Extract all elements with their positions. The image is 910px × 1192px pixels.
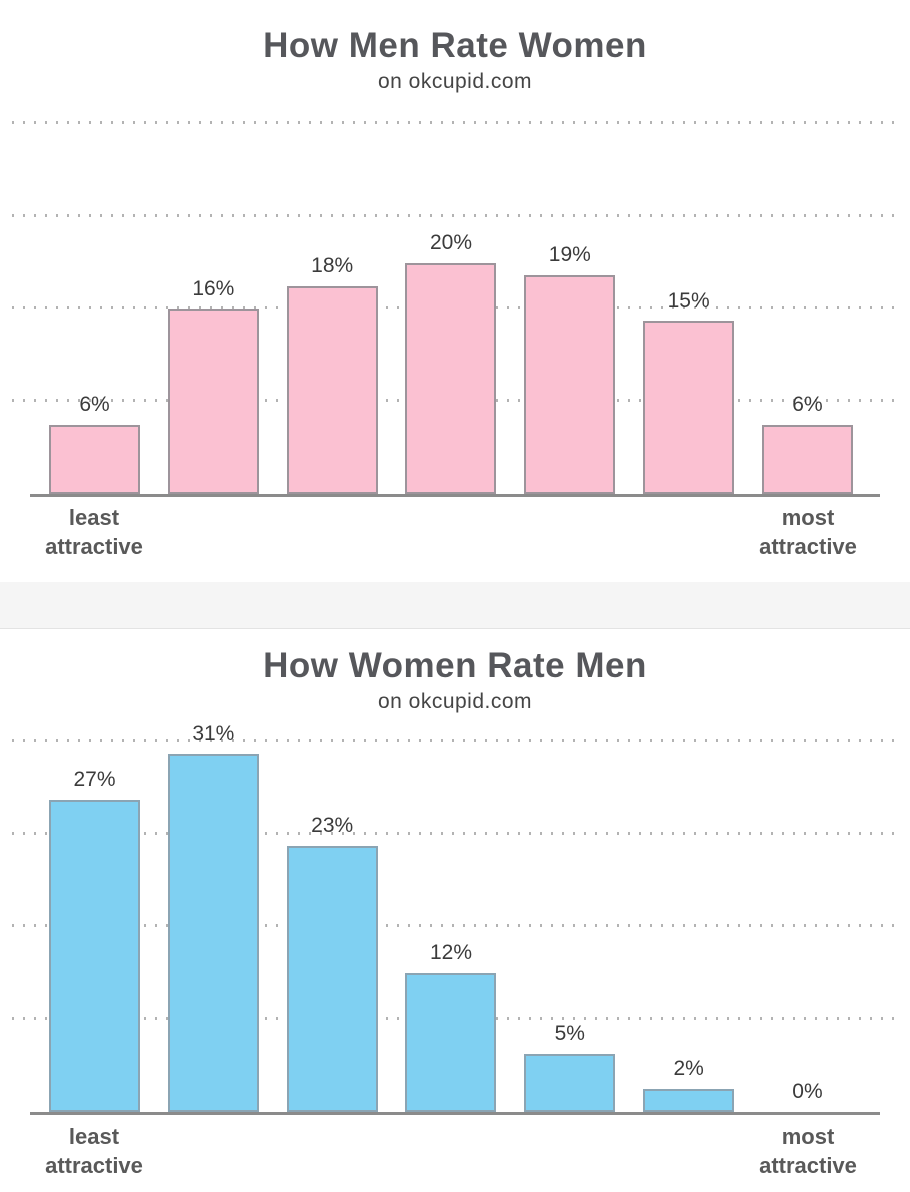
bar-4-20% <box>405 263 497 494</box>
x-axis-line <box>30 1112 880 1115</box>
bar-value-label: 20% <box>429 231 472 254</box>
bar-value-label: 12% <box>429 941 472 965</box>
x-axis-label-most-attractive: most attractive <box>759 1124 857 1178</box>
bar-value-label: 6% <box>792 392 823 416</box>
bar-4-12% <box>405 973 497 1112</box>
bar-value-label: 15% <box>667 288 710 312</box>
plot-area-men-rate-women: 6% 16% 18% 20% 19% 15% 6% <box>0 100 910 497</box>
chart-title-how-men-rate-women: How Men Rate Women <box>263 26 647 65</box>
x-axis-line <box>30 494 880 497</box>
chart-title-how-women-rate-men: How Women Rate Men <box>263 646 647 685</box>
gridline-32-percent <box>12 121 898 125</box>
x-axis-label-most-attractive: most attractive <box>759 505 857 559</box>
bar-value-label: 2% <box>673 1056 704 1080</box>
bar-value-label: 6% <box>79 392 110 416</box>
bar-7-6% <box>761 425 853 494</box>
bar-value-label: 5% <box>554 1022 585 1046</box>
bar-value-label: 18% <box>311 254 354 278</box>
bar-value-label: 23% <box>311 814 354 838</box>
bar-2-31% <box>167 754 259 1112</box>
bar-value-label: 31% <box>192 721 235 745</box>
chart-section-how-women-rate-men: How Women Rate Men on okcupid.com 27% 31%… <box>0 628 910 1192</box>
gridline-32-percent <box>12 739 898 743</box>
gridline-24-percent <box>12 831 898 835</box>
section-divider <box>0 582 910 629</box>
bar-value-label: 0% <box>792 1080 823 1103</box>
bar-value-label: 19% <box>548 242 591 266</box>
x-axis-label-least-attractive: least attractive <box>45 505 143 559</box>
bar-1-6% <box>49 425 140 494</box>
gridline-24-percent <box>12 213 898 217</box>
gridline-16-percent <box>12 924 898 928</box>
bar-6-15% <box>643 321 735 494</box>
plot-area-women-rate-men: 27% 31% 23% 12% 5% 2% 0% <box>0 720 910 1115</box>
bar-6-2% <box>643 1089 735 1112</box>
chart-subtitle-okcupid: on okcupid.com <box>377 70 533 93</box>
bar-1-27% <box>49 800 140 1112</box>
bar-5-19% <box>524 275 616 494</box>
x-axis-label-least-attractive: least attractive <box>45 1124 143 1178</box>
chart-subtitle-okcupid: on okcupid.com <box>377 690 533 713</box>
bar-5-5% <box>524 1054 616 1112</box>
bar-value-label: 16% <box>192 277 235 301</box>
bar-3-23% <box>286 846 378 1112</box>
bar-2-16% <box>167 309 259 494</box>
bar-3-18% <box>286 286 378 494</box>
chart-section-how-men-rate-women: How Men Rate Women on okcupid.com 6% 16% 1… <box>0 0 910 582</box>
bar-value-label: 27% <box>73 768 116 792</box>
